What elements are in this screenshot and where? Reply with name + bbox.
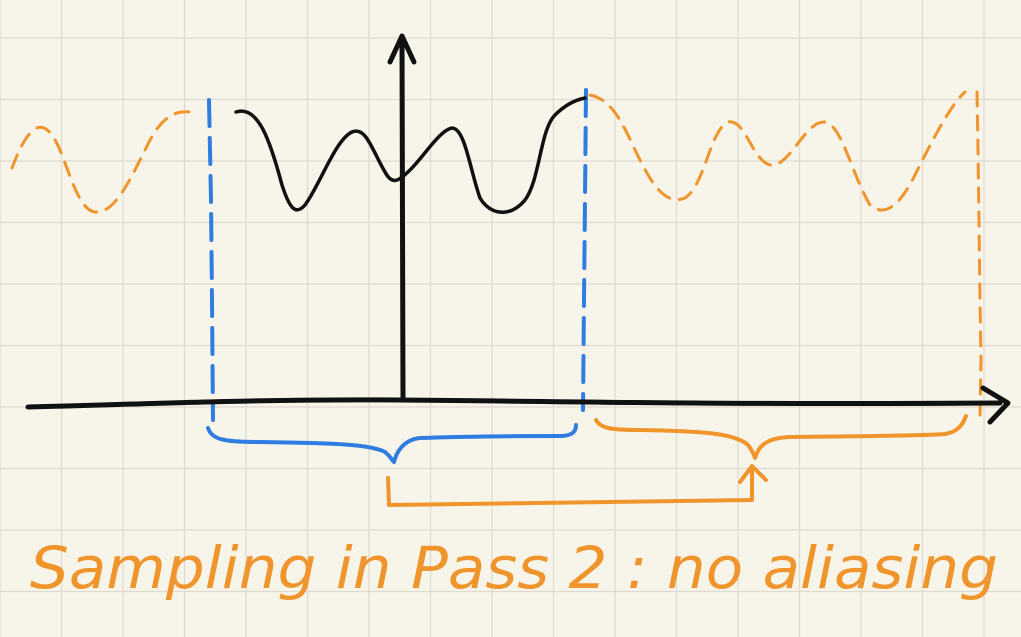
shift-arrowhead: [738, 464, 768, 484]
right-band-limit: [581, 88, 588, 412]
aliased-signal-copies: [10, 90, 983, 417]
left-band-limit: [207, 98, 215, 422]
right-signal-copy: [588, 90, 967, 212]
shift-arrow: [386, 468, 754, 507]
x-axis-arrowhead: [980, 385, 1011, 425]
y-axis: [399, 37, 406, 403]
left-signal-copy: [10, 110, 192, 214]
signal-curve: [234, 96, 587, 214]
x-axis: [25, 397, 1003, 410]
y-axis-arrowhead: [387, 33, 417, 65]
baseband-brace: [206, 423, 578, 464]
replica-brace: [594, 414, 968, 460]
band-limits: [207, 88, 588, 422]
right-period-boundary: [975, 90, 983, 417]
caption-text: Sampling in Pass 2 : no aliasing: [30, 534, 998, 602]
